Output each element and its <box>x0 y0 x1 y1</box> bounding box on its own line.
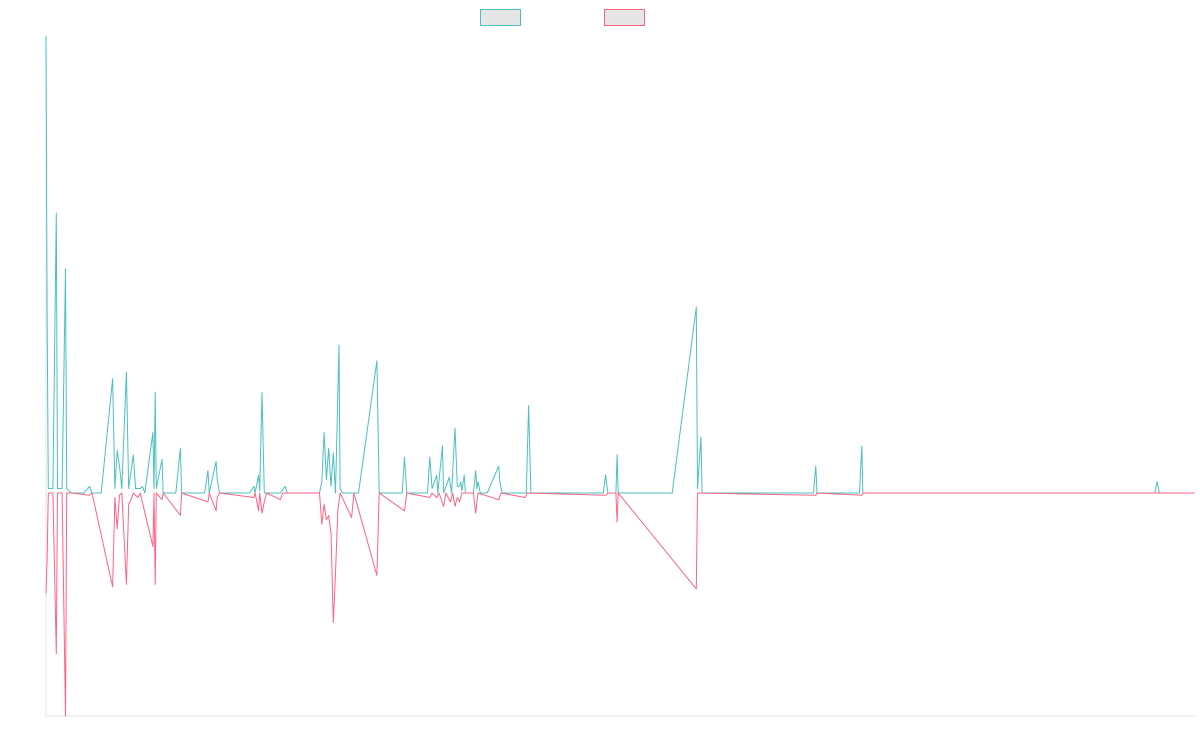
series-line-2 <box>45 492 1195 717</box>
series-group <box>45 35 1195 717</box>
legend[interactable] <box>480 9 645 26</box>
series-line-1 <box>45 35 1195 494</box>
axes <box>45 36 1195 717</box>
legend-swatch-series-1[interactable] <box>480 9 521 26</box>
legend-swatch-series-2[interactable] <box>604 9 645 26</box>
